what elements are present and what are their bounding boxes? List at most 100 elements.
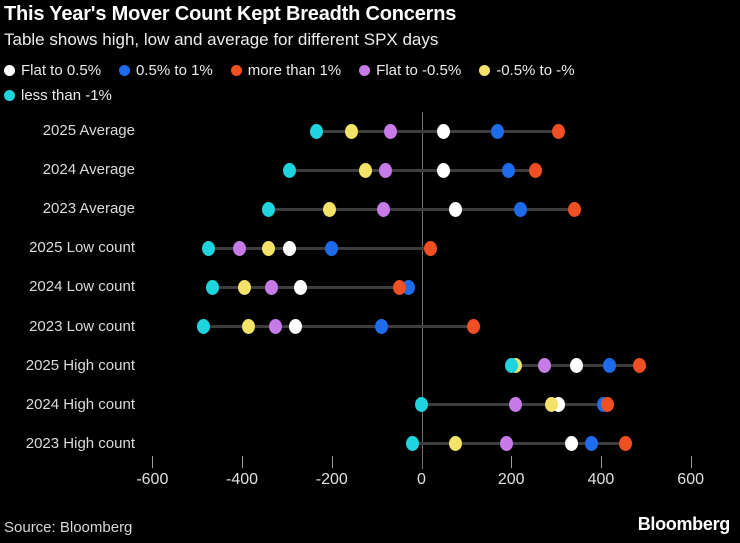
data-point-dot xyxy=(545,397,559,413)
data-point-dot xyxy=(415,397,428,413)
data-point-dot xyxy=(551,123,565,139)
data-point-dot xyxy=(513,201,527,217)
row-connector-line xyxy=(208,246,431,250)
data-point-dot xyxy=(437,123,451,139)
data-point-dot xyxy=(509,397,523,413)
row-label: 2024 High count xyxy=(25,395,135,413)
page-title: This Year's Mover Count Kept Breadth Con… xyxy=(4,3,457,25)
data-point-dot xyxy=(619,436,633,452)
row-label: 2023 High count xyxy=(25,434,135,452)
axis-tick-label: 600 xyxy=(677,471,705,488)
data-point-dot xyxy=(374,319,388,334)
data-point-dot xyxy=(406,436,420,452)
axis-tick xyxy=(152,456,154,468)
data-point-dot xyxy=(601,397,615,413)
row-label: 2023 Low count xyxy=(29,317,135,335)
row-connector-line xyxy=(268,207,575,211)
data-point-dot xyxy=(237,279,251,295)
legend-item: less than -1% xyxy=(4,87,112,104)
row-label: 2024 Average xyxy=(42,161,135,179)
data-point-dot xyxy=(500,436,514,452)
axis-tick xyxy=(511,456,513,468)
row-label: 2023 Average xyxy=(42,200,135,218)
legend-item-label: more than 1% xyxy=(247,62,342,79)
data-point-dot xyxy=(529,162,543,178)
row-connector-line xyxy=(212,285,409,289)
axis-tick xyxy=(242,456,244,468)
data-point-dot xyxy=(289,319,303,334)
data-point-dot xyxy=(242,319,256,334)
data-point-dot xyxy=(262,240,276,256)
legend-item-label: -0.5% to -% xyxy=(496,62,575,79)
axis-tick-label: 400 xyxy=(587,471,615,488)
data-point-dot xyxy=(437,162,451,178)
legend-item: Flat to 0.5% xyxy=(4,62,101,79)
legend-dot-icon xyxy=(4,65,15,76)
data-point-dot xyxy=(269,319,283,334)
row-connector-line xyxy=(203,325,474,328)
legend-dot-icon xyxy=(4,90,15,101)
data-point-dot xyxy=(423,240,437,256)
axis-tick-label: 200 xyxy=(497,471,525,488)
bloomberg-logo: Bloomberg xyxy=(637,514,731,534)
data-point-dot xyxy=(264,279,278,295)
legend-dot-icon xyxy=(119,65,131,76)
row-connector-line xyxy=(316,129,559,133)
axis-tick-label: -200 xyxy=(315,471,348,488)
data-point-dot xyxy=(569,358,583,374)
row-label: 2025 Average xyxy=(42,122,135,139)
data-point-dot xyxy=(538,358,552,374)
data-point-dot xyxy=(585,436,599,452)
axis-tick-label: 0 xyxy=(417,471,426,488)
legend: Flat to 0.5% 0.5% to 1% more than 1% Flat t… xyxy=(4,62,694,104)
data-point-dot xyxy=(632,358,646,374)
data-point-dot xyxy=(504,358,518,374)
data-point-dot xyxy=(376,201,390,217)
data-point-dot xyxy=(325,240,339,256)
row-connector-line xyxy=(412,442,626,446)
data-point-dot xyxy=(233,240,247,256)
data-point-dot xyxy=(448,436,462,452)
axis-tick xyxy=(690,456,692,468)
legend-item: more than 1% xyxy=(230,62,342,79)
legend-item: 0.5% to 1% xyxy=(119,62,213,79)
axis-tick-label: -600 xyxy=(136,471,169,488)
data-point-dot xyxy=(448,201,462,217)
data-point-dot xyxy=(345,123,359,139)
data-point-dot xyxy=(358,162,372,178)
row-label: 2025 High count xyxy=(25,356,135,374)
data-point-dot xyxy=(197,319,211,334)
source-label: Source: Bloomberg xyxy=(4,519,133,536)
data-point-dot xyxy=(565,436,579,452)
data-point-dot xyxy=(201,240,215,256)
row-connector-line xyxy=(289,168,536,172)
data-point-dot xyxy=(323,201,337,217)
data-point-dot xyxy=(293,279,307,295)
legend-item: Flat to -0.5% xyxy=(359,62,461,79)
data-point-dot xyxy=(282,240,296,256)
page-subtitle: Table shows high, low and average for di… xyxy=(4,30,439,49)
legend-dot-icon xyxy=(230,65,242,76)
data-point-dot xyxy=(466,319,480,334)
row-label: 2024 Low count xyxy=(29,278,135,296)
axis-tick-label: -400 xyxy=(226,471,259,488)
data-point-dot xyxy=(262,201,276,217)
axis-tick xyxy=(600,456,602,468)
data-point-dot xyxy=(379,162,393,178)
data-point-dot xyxy=(603,358,617,374)
legend-item-label: Flat to -0.5% xyxy=(376,62,462,79)
legend-item-label: Flat to 0.5% xyxy=(21,62,102,79)
data-point-dot xyxy=(282,162,296,178)
legend-item-label: 0.5% to 1% xyxy=(136,62,213,79)
row-label: 2025 Low count xyxy=(29,239,135,257)
data-point-dot xyxy=(309,123,323,139)
data-point-dot xyxy=(491,123,505,139)
legend-item-label: less than -1% xyxy=(21,87,112,104)
legend-item: -0.5% to -% xyxy=(479,62,575,79)
data-point-dot xyxy=(206,279,220,295)
data-point-dot xyxy=(383,123,397,139)
zero-axis-line xyxy=(421,112,423,469)
axis-tick xyxy=(331,456,333,468)
